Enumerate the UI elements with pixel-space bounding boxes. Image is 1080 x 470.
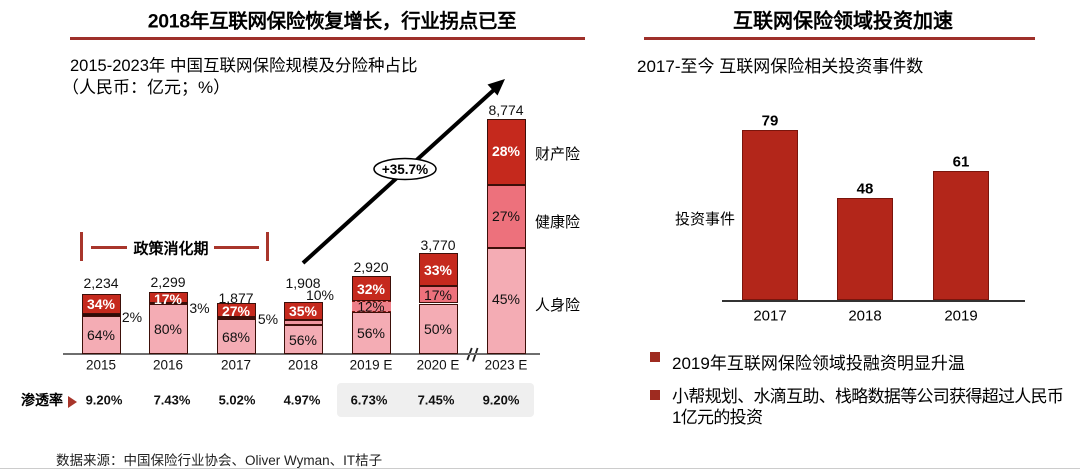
svg-text:+35.7%: +35.7%: [382, 162, 428, 177]
